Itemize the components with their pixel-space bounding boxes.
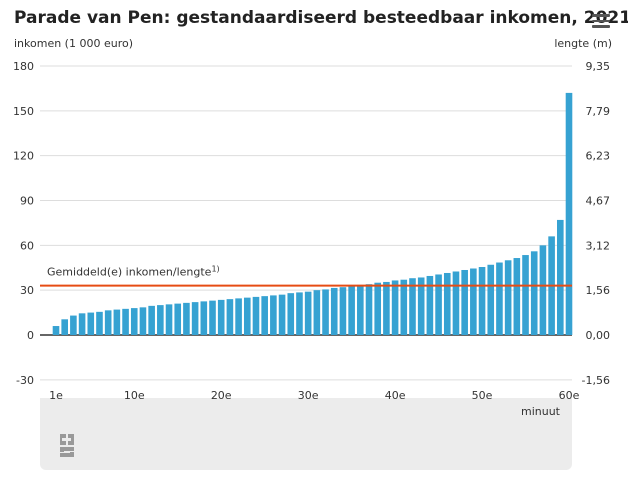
bar: [313, 290, 321, 335]
y2-tick-label: 4,67: [586, 195, 611, 208]
bar: [191, 302, 199, 335]
bar: [270, 295, 277, 335]
bar: [417, 277, 425, 335]
bar: [496, 262, 503, 335]
y-tick-label: -30: [16, 374, 34, 387]
chart-footer: [40, 398, 572, 470]
y2-tick-label: -1,56: [582, 374, 610, 387]
bar: [565, 92, 573, 336]
bar: [139, 307, 147, 335]
y2-tick-label: 1,56: [586, 284, 611, 297]
chart-title: Parade van Pen: gestandaardiseerd bestee…: [14, 8, 628, 28]
y-tick-label: 90: [20, 195, 34, 208]
bar: [443, 272, 451, 335]
y-tick-label: 150: [13, 105, 34, 118]
bar: [522, 255, 529, 335]
bar: [470, 268, 477, 335]
bar: [504, 260, 512, 335]
x-axis-label: minuut: [521, 405, 561, 418]
cbs-logo: [60, 434, 74, 457]
bar: [452, 271, 460, 335]
y2-tick-label: 7,79: [586, 105, 611, 118]
x-tick-label: 50e: [472, 389, 493, 402]
x-tick-label: 10e: [124, 389, 145, 402]
bar: [252, 296, 260, 335]
bar: [513, 258, 521, 335]
bar: [104, 310, 112, 335]
bar: [357, 284, 364, 335]
average-label: Gemiddeld(e) inkomen/lengte1): [47, 265, 220, 279]
bar: [278, 294, 286, 335]
bar: [243, 297, 251, 335]
x-tick-label: 60e: [559, 389, 580, 402]
bar: [304, 291, 312, 335]
bar: [330, 287, 338, 335]
x-tick-label: 40e: [385, 389, 406, 402]
bar: [391, 280, 399, 335]
y2-tick-label: 3,12: [586, 239, 611, 252]
x-tick-label: 20e: [211, 389, 232, 402]
y-tick-label: 180: [13, 60, 34, 73]
bar: [348, 286, 355, 335]
y-tick-label: 0: [27, 329, 34, 342]
y-tick-label: 30: [20, 284, 34, 297]
bar: [200, 301, 208, 335]
bar: [183, 302, 190, 335]
bar: [165, 304, 173, 335]
bar: [148, 305, 155, 335]
bar: [557, 219, 564, 335]
bar: [70, 315, 77, 335]
bar: [122, 308, 129, 335]
y-tick-label: 120: [13, 150, 34, 163]
x-tick-label: 30e: [298, 389, 319, 402]
bar: [226, 299, 234, 335]
bar: [130, 308, 138, 335]
bar: [365, 284, 373, 335]
y2-tick-label: 9,35: [586, 60, 611, 73]
bar: [235, 298, 242, 335]
bar: [96, 311, 103, 335]
bar: [261, 296, 268, 335]
bar: [113, 309, 121, 335]
bar: [287, 293, 295, 335]
bar: [61, 319, 68, 335]
bar: [435, 274, 442, 335]
bar: [52, 326, 60, 335]
bar: [322, 289, 329, 335]
bar: [530, 251, 538, 335]
bar: [217, 299, 225, 335]
bar: [87, 312, 95, 335]
bar: [383, 281, 390, 335]
bar: [478, 267, 486, 335]
bar: [339, 287, 347, 335]
bar: [296, 292, 303, 335]
bar: [209, 300, 216, 335]
bar: [461, 269, 468, 335]
hamburger-menu-icon[interactable]: [592, 14, 610, 30]
bar: [487, 264, 495, 335]
bar: [426, 275, 434, 335]
x-tick-label: 1e: [49, 389, 63, 402]
bar: [174, 303, 182, 335]
y-axis-label: inkomen (1 000 euro): [14, 37, 133, 50]
bar: [409, 278, 416, 335]
bar: [374, 282, 382, 335]
y2-axis-label: lengte (m): [554, 37, 612, 50]
y2-tick-label: 6,23: [586, 150, 611, 163]
bar: [539, 245, 547, 335]
bar: [400, 279, 408, 335]
bar: [157, 305, 164, 335]
y2-tick-label: 0,00: [586, 329, 611, 342]
bar: [78, 313, 86, 335]
y-tick-label: 60: [20, 239, 34, 252]
